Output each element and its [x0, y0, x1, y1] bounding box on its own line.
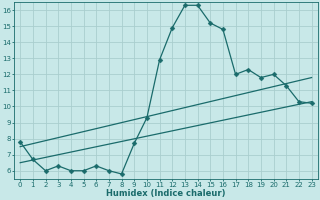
X-axis label: Humidex (Indice chaleur): Humidex (Indice chaleur): [106, 189, 226, 198]
